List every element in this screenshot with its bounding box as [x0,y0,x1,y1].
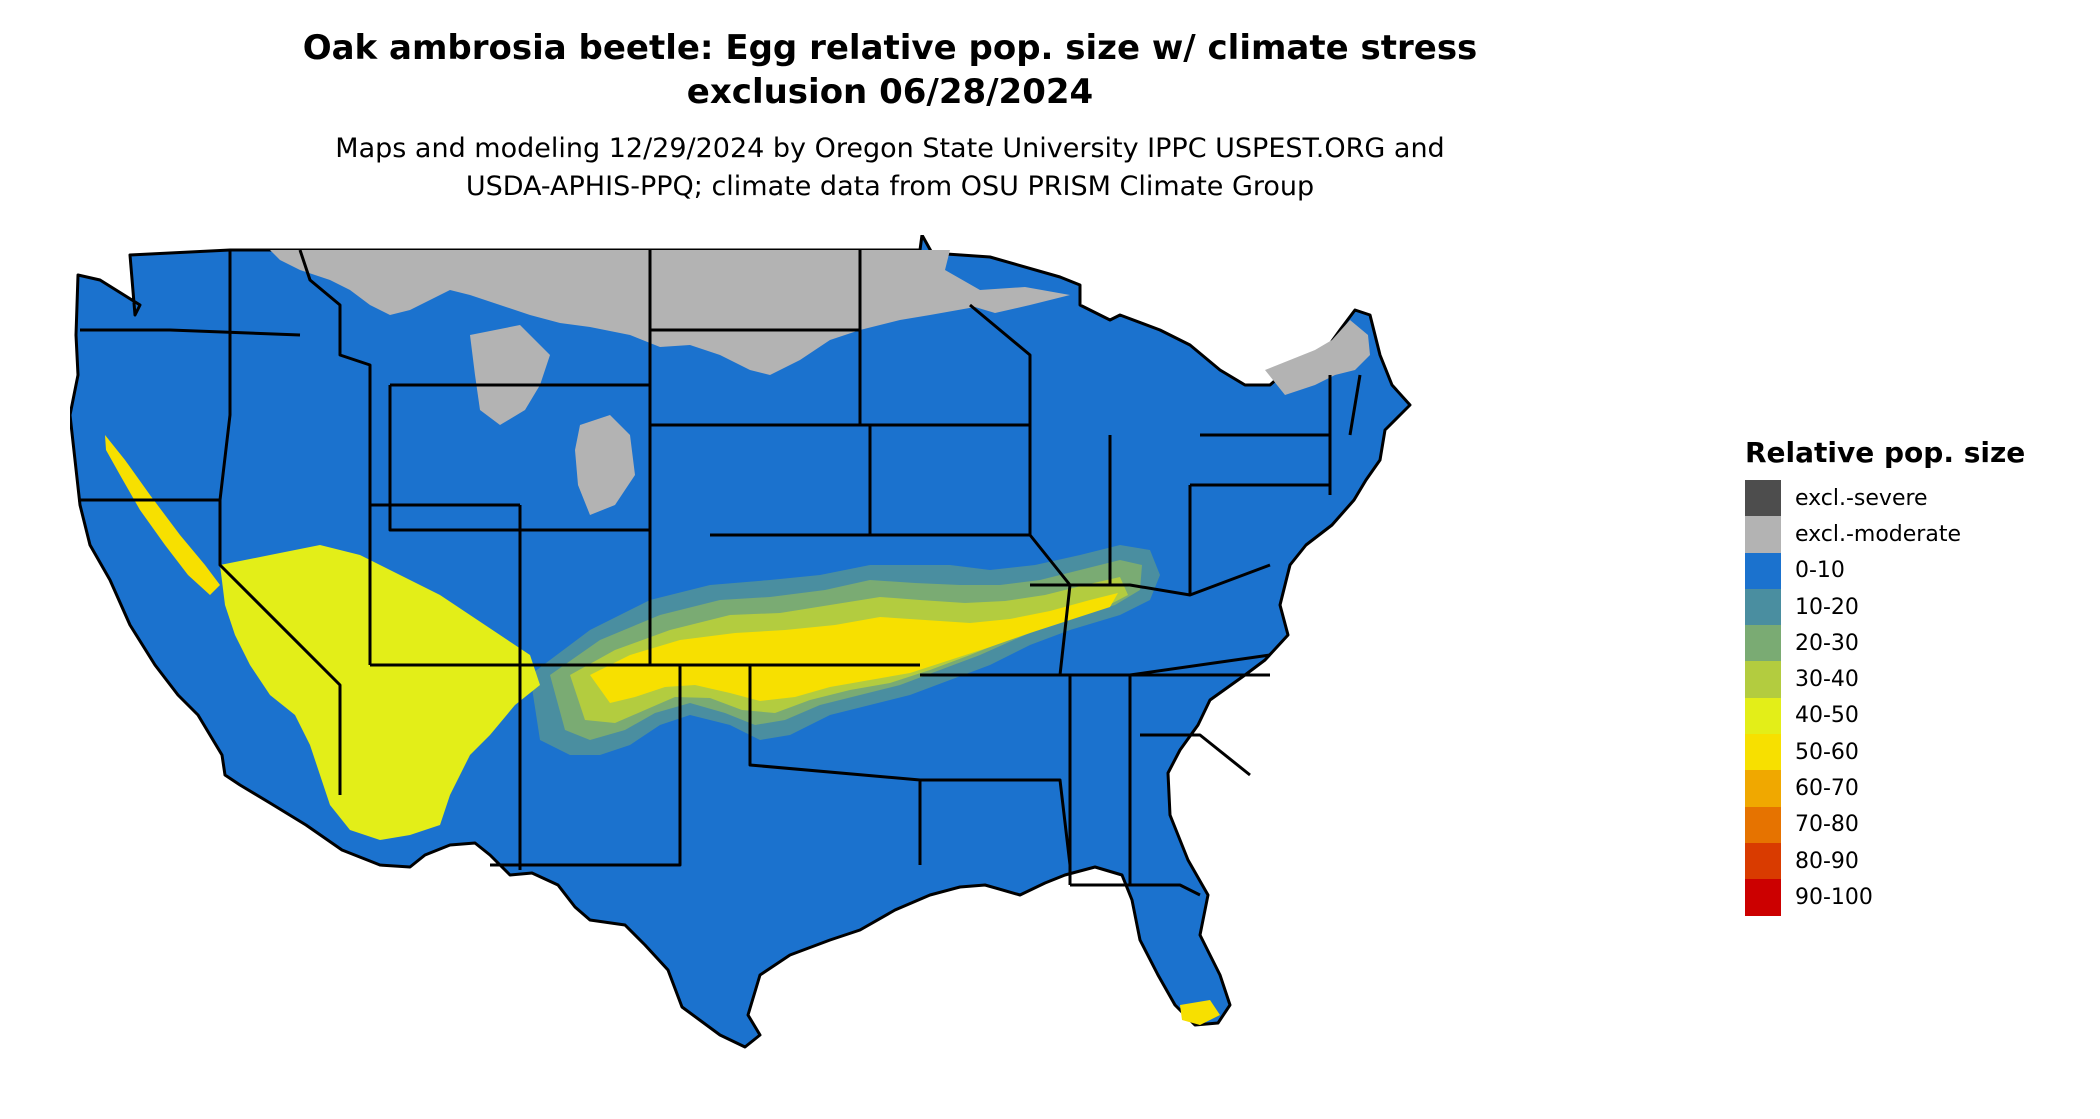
border-new-england [1328,374,1362,436]
band-california [105,435,220,595]
band-southwest [220,545,540,840]
border-ca-nv [218,500,342,795]
legend-swatch [1745,770,1781,807]
legend-label: 40-50 [1795,703,1859,729]
border-il-in [1028,425,1112,585]
legend-items: excl.-severe excl.-moderate 0-10 10-20 20-30… [1745,480,2085,916]
legend-item: excl.-severe [1745,480,2085,517]
legend-item: 0-10 [1745,552,2085,589]
legend-item: 40-50 [1745,697,2085,735]
border-ky-oh [1030,563,1271,597]
border-ok-tx [748,665,922,865]
border-west-1 [218,250,232,501]
border-id-mt [298,249,372,410]
legend-label: 20-30 [1795,630,1859,656]
legend-item: 90-100 [1745,879,2085,916]
legend-label: excl.-severe [1795,485,1928,511]
exclusion-colorado [575,415,635,515]
band-50-60 [590,593,1118,703]
map-title-line-1: Oak ambrosia beetle: Egg relative pop. s… [302,28,1478,68]
map-title: Oak ambrosia beetle: Egg relative pop. s… [140,26,1640,114]
legend-label: 90-100 [1795,884,1873,910]
border-va-nc [1129,653,1271,677]
legend-swatch [1745,842,1781,880]
map-title-line-2: exclusion 06/28/2024 [686,72,1094,112]
border-wi-mi [969,303,1032,425]
us-map-svg [68,233,1412,1049]
legend-label: 0-10 [1795,558,1845,584]
border-ga-fl [1070,883,1201,897]
legend-label: 10-20 [1795,594,1859,620]
legend-item: 50-60 [1745,734,2085,771]
legend-label: 60-70 [1795,776,1859,802]
map-subtitle: Maps and modeling 12/29/2024 by Oregon S… [140,130,1640,206]
legend-item: excl.-moderate [1745,516,2085,553]
suitability-bands [105,435,1220,1025]
exclusion-zones [270,250,1370,515]
border-oh-pa [1188,483,1330,595]
border-wy-co [388,385,650,532]
legend-label: 80-90 [1795,848,1859,874]
legend-swatch [1745,625,1781,662]
legend-item: 60-70 [1745,770,2085,807]
exclusion-new-england [1265,320,1370,395]
legend-swatch [1745,697,1781,735]
legend-swatch [1745,480,1781,517]
legend-swatch [1745,661,1781,698]
border-ar-la [920,778,1072,866]
legend-label: 70-80 [1795,812,1859,838]
map-subtitle-line-1: Maps and modeling 12/29/2024 by Oregon S… [335,133,1445,164]
exclusion-northern-plains [270,250,1070,375]
map-legend: Relative pop. size excl.-severe excl.-mod… [1745,436,2085,916]
legend-item: 20-30 [1745,625,2085,662]
legend-swatch [1745,516,1781,553]
band-florida-tip [1180,1000,1220,1025]
legend-swatch [1745,552,1781,589]
legend-swatch [1745,734,1781,771]
border-nc-sc-ga [1140,733,1251,777]
us-map [68,233,1720,1115]
legend-item: 30-40 [1745,661,2085,698]
state-borders [78,249,1362,897]
map-subtitle-line-2: USDA-APHIS-PPQ; climate data from OSU PR… [465,171,1315,202]
legend-label: 30-40 [1795,667,1859,693]
legend-label: excl.-moderate [1795,521,1961,547]
legend-label: 50-60 [1795,739,1859,765]
legend-item: 80-90 [1745,842,2085,880]
border-nm-tx [490,665,682,867]
legend-swatch [1745,879,1781,916]
legend-item: 70-80 [1745,806,2085,843]
border-wa-or [80,328,301,337]
legend-title: Relative pop. size [1745,436,2026,469]
legend-item: 10-20 [1745,588,2085,626]
border-ms-al [1068,675,1132,885]
exclusion-rockies [470,325,550,425]
legend-swatch [1745,806,1781,843]
legend-swatch [1745,588,1781,626]
